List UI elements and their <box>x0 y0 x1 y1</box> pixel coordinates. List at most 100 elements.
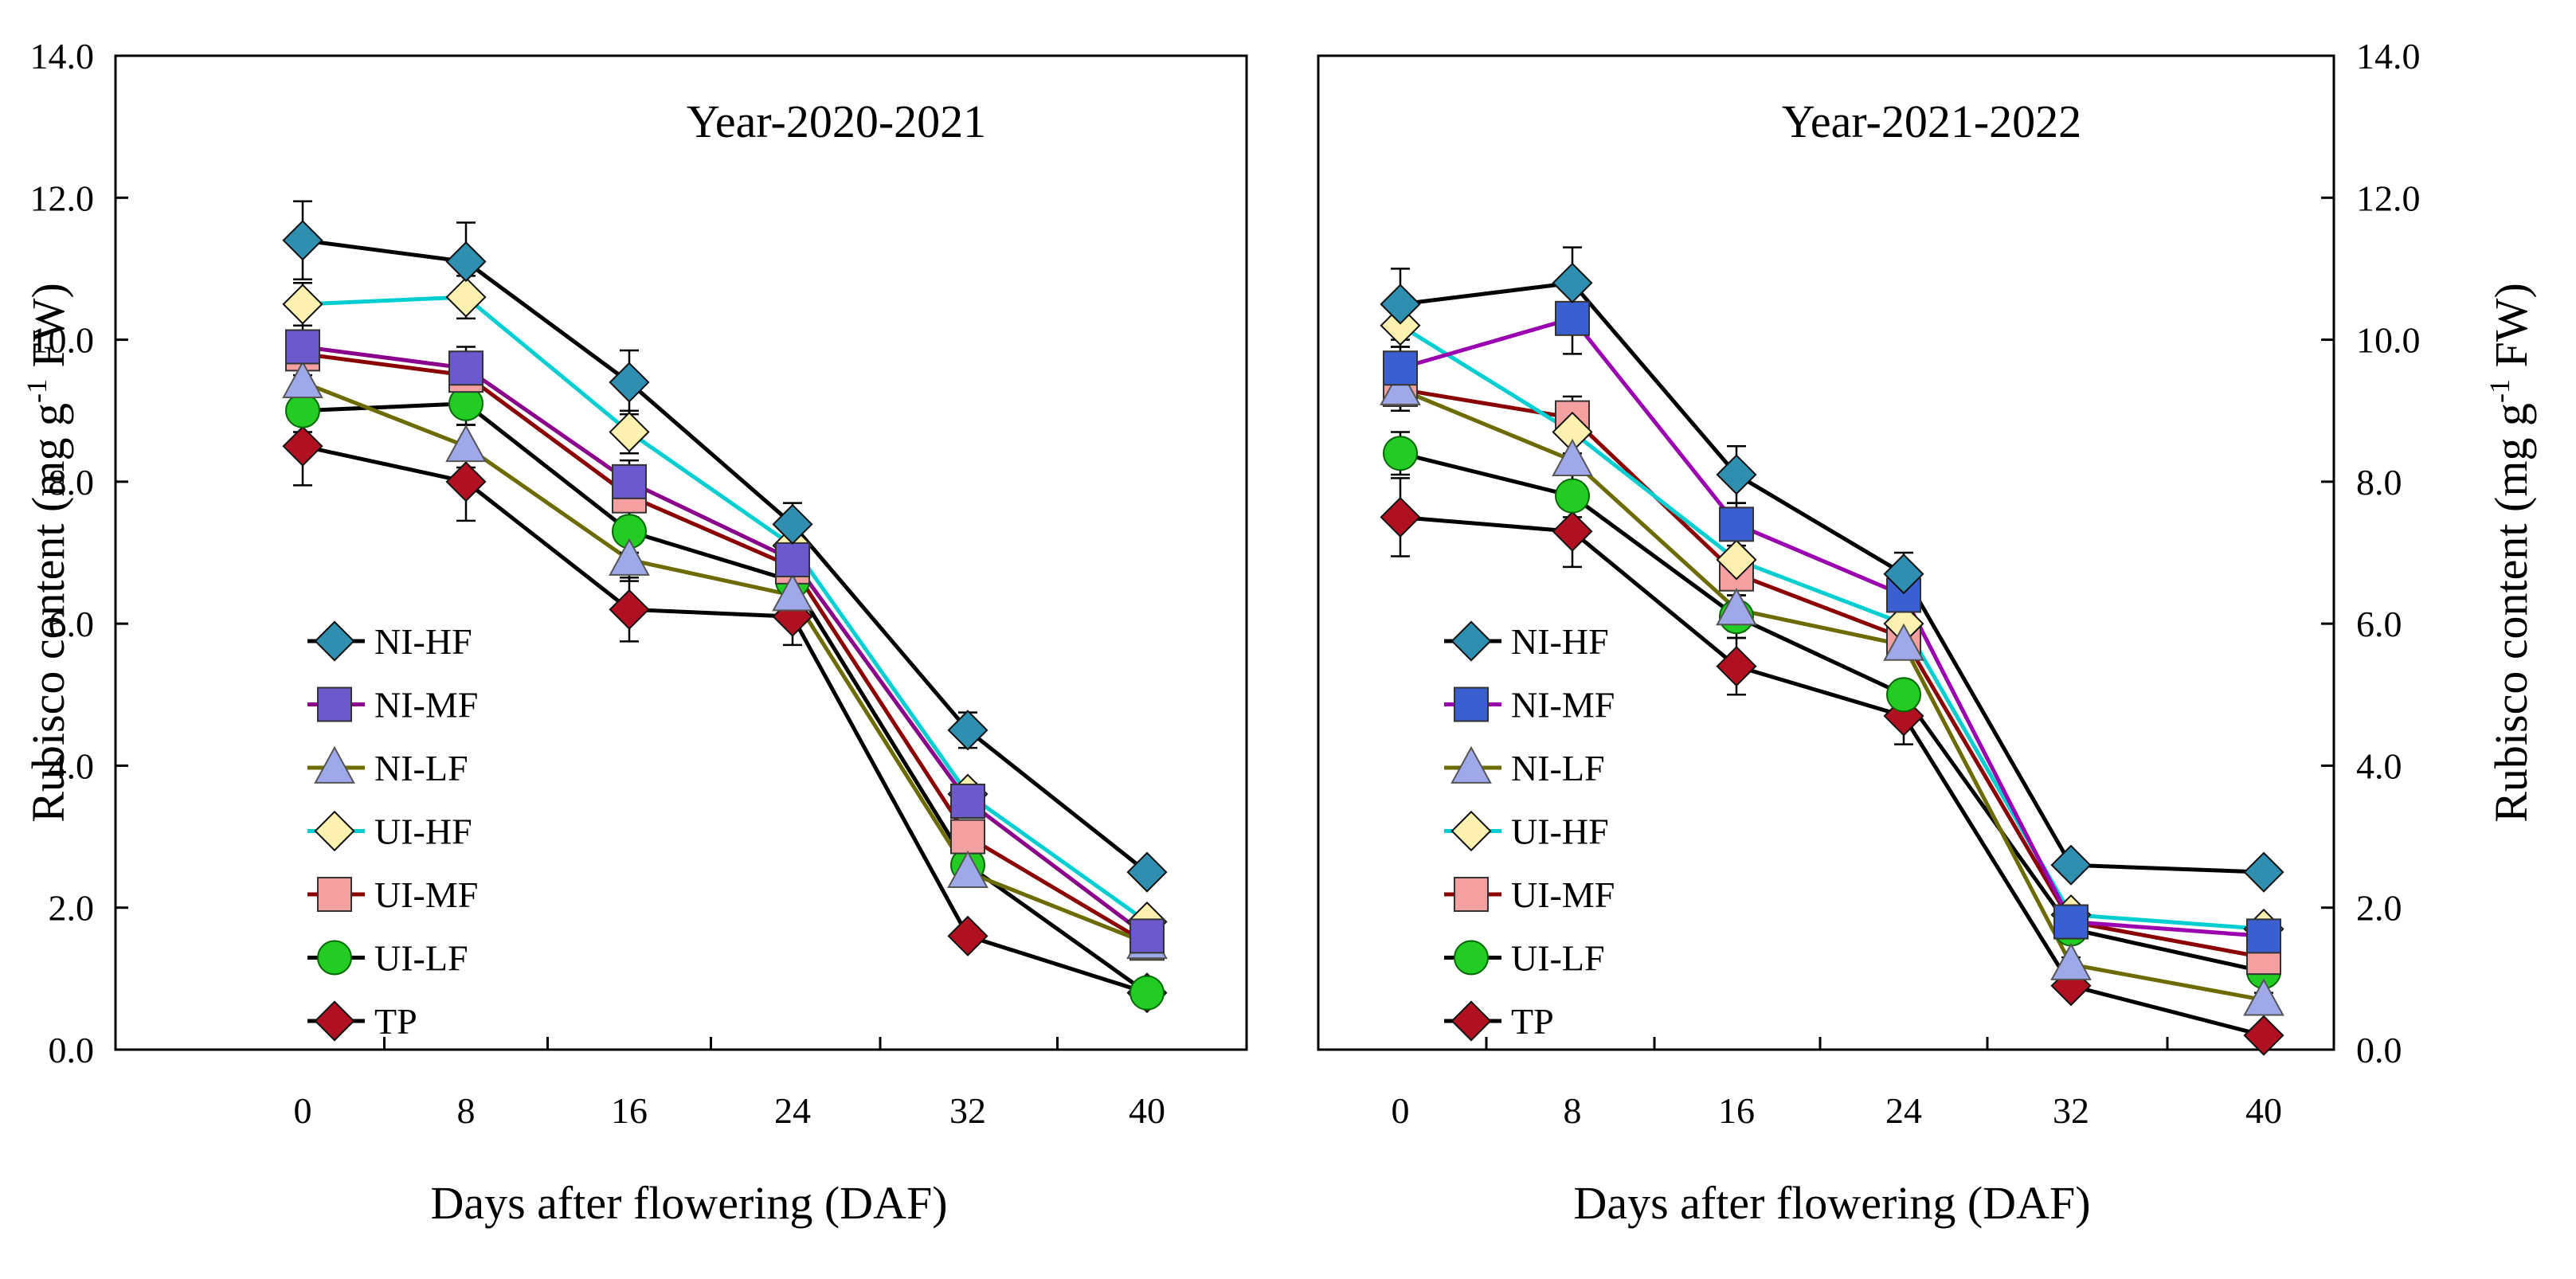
data-point-UI-LF <box>1555 478 1590 514</box>
legend: NI-HF NI-MF NI-LF UI-HF UI-MF UI-LF TP <box>307 620 478 1042</box>
series-line-NI-HF <box>1400 280 2265 874</box>
data-point-NI-HF <box>1552 262 1593 303</box>
legend-marker-TP <box>1450 1000 1492 1042</box>
data-point-NI-LF <box>282 360 323 398</box>
data-point-TP <box>947 915 989 956</box>
legend-marker-NI-LF <box>1450 745 1492 784</box>
x-axis-title: Days after flowering (DAF) <box>1573 1177 2090 1229</box>
plot-frame <box>1317 54 2335 1051</box>
y-tick-label: 6.0 <box>2356 604 2402 644</box>
data-point-NI-HF <box>2243 851 2284 893</box>
data-point-NI-MF <box>448 350 483 386</box>
legend-label: NI-MF <box>374 685 478 726</box>
data-point-NI-LF <box>2050 942 2092 980</box>
legend-label: TP <box>1511 1001 1554 1042</box>
legend: NI-HF NI-MF NI-LF UI-HF UI-MF UI-LF TP <box>1444 620 1615 1042</box>
data-point-UI-HF <box>445 276 487 318</box>
data-point-UI-LF <box>1129 975 1165 1011</box>
legend-label: UI-HF <box>1511 812 1609 852</box>
data-point-UI-LF <box>285 393 320 428</box>
data-point-NI-MF <box>2053 904 2089 940</box>
data-point-TP <box>1552 510 1593 552</box>
y-tick-label: 8.0 <box>49 462 95 503</box>
legend-label: NI-LF <box>1511 748 1605 788</box>
y-axis-title: Rubisco content (mg g-1 FW) <box>2484 283 2537 823</box>
data-point-NI-HF <box>1126 851 1168 893</box>
legend-marker-UI-MF <box>1454 877 1489 912</box>
x-tick-label: 24 <box>774 1090 811 1131</box>
x-tick-label: 16 <box>611 1090 648 1131</box>
x-tick-label: 0 <box>294 1090 312 1131</box>
data-point-NI-HF <box>445 241 487 283</box>
data-point-NI-HF <box>282 220 323 261</box>
data-point-NI-LF <box>445 424 487 463</box>
chart-title: Year-2020-2021 <box>687 96 986 147</box>
legend-label: NI-HF <box>374 621 472 662</box>
series-line-TP <box>302 444 1148 995</box>
chart-title: Year-2021-2022 <box>1782 96 2081 147</box>
data-point-NI-MF <box>1719 507 1754 542</box>
data-point-NI-HF <box>772 503 813 545</box>
data-point-NI-HF <box>2050 844 2092 886</box>
data-point-NI-HF <box>947 710 989 751</box>
legend-marker-NI-MF <box>1454 686 1489 722</box>
data-point-TP <box>1380 496 1421 538</box>
data-point-NI-MF <box>1555 300 1590 336</box>
legend-marker-NI-LF <box>314 745 355 784</box>
legend-label: UI-MF <box>1511 874 1615 915</box>
legend-label: TP <box>374 1001 417 1042</box>
data-point-NI-MF <box>1383 350 1418 386</box>
y-tick-label: 4.0 <box>49 745 95 786</box>
legend-label: NI-HF <box>1511 621 1609 662</box>
data-point-NI-MF <box>775 542 810 577</box>
y-tick-label: 8.0 <box>2356 462 2402 503</box>
series-line-TP <box>1400 514 2265 1038</box>
data-point-NI-LF <box>2243 978 2284 1016</box>
series-line-NI-LF <box>1400 387 2265 1003</box>
x-tick-label: 40 <box>2245 1090 2282 1131</box>
data-point-TP <box>1716 646 1757 687</box>
x-tick-label: 32 <box>949 1090 986 1131</box>
data-point-TP <box>445 461 487 503</box>
y-tick-label: 2.0 <box>49 888 95 929</box>
data-point-TP <box>2243 1015 2284 1056</box>
chart-panel-2: 0.0 2.0 4.0 6.0 8.0 10.0 12.0 14.0 0 8 16 24 32 40 Day… <box>1317 36 2537 1229</box>
y-tick-label: 14.0 <box>2356 36 2421 76</box>
y-tick-label: 12.0 <box>2356 178 2421 218</box>
series-line-NI-LF <box>302 380 1148 945</box>
legend-marker-NI-MF <box>317 686 352 722</box>
legend-label: UI-MF <box>374 874 478 915</box>
series-line-UI-LF <box>1400 451 2265 974</box>
series-line-UI-LF <box>302 401 1149 995</box>
legend-marker-UI-HF <box>314 810 355 852</box>
legend-label: UI-HF <box>374 812 472 852</box>
y-tick-label: 10.0 <box>2356 320 2421 361</box>
data-point-NI-HF <box>1716 454 1757 495</box>
legend-label: NI-MF <box>1511 685 1615 726</box>
data-point-UI-HF <box>609 411 650 453</box>
x-tick-label: 0 <box>1392 1090 1410 1131</box>
data-point-NI-LF <box>772 573 813 612</box>
y-tick-label: 10.0 <box>30 320 95 361</box>
y-tick-label: 2.0 <box>2356 888 2402 929</box>
data-point-NI-MF <box>2246 918 2281 954</box>
legend-marker-UI-LF <box>1454 940 1489 976</box>
y-tick-label: 0.0 <box>2356 1030 2402 1070</box>
data-point-UI-LF <box>1383 436 1418 471</box>
y-tick-label: 6.0 <box>49 604 95 644</box>
data-point-NI-LF <box>1883 623 1924 661</box>
data-point-TP <box>282 425 323 467</box>
data-point-UI-MF <box>950 819 985 855</box>
legend-label: UI-LF <box>1511 938 1605 979</box>
legend-marker-NI-HF <box>1450 620 1492 662</box>
data-point-NI-HF <box>609 362 650 403</box>
x-tick-label: 8 <box>1564 1090 1582 1131</box>
data-point-NI-HF <box>1380 284 1421 325</box>
series-line-UI-MF <box>302 351 1149 945</box>
data-point-TP <box>609 589 650 630</box>
x-tick-label: 32 <box>2053 1090 2089 1131</box>
legend-marker-UI-LF <box>317 940 352 976</box>
series-line-UI-MF <box>1400 387 2265 960</box>
x-tick-label: 16 <box>1718 1090 1755 1131</box>
data-point-UI-HF <box>1716 539 1757 581</box>
